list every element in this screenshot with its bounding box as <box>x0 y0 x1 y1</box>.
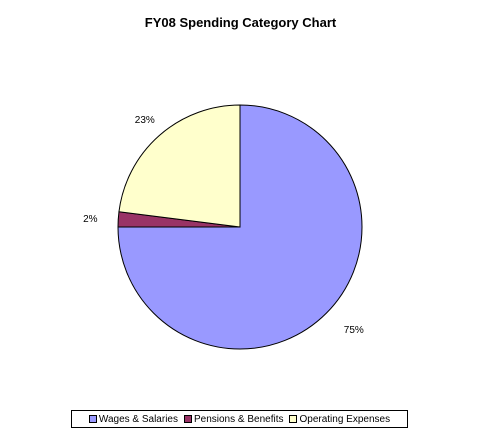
legend-swatch-wages-salaries <box>88 415 97 423</box>
chart-title: FY08 Spending Category Chart <box>144 15 337 30</box>
data-label-operating-expenses: 23% <box>135 115 155 126</box>
legend-label-wages-salaries: Wages & Salaries <box>98 413 178 425</box>
legend-swatch-operating-expenses <box>289 415 298 423</box>
pie-slice-operating-expenses <box>118 104 241 228</box>
legend-label-pensions-benefits: Pensions & Benefits <box>193 413 284 425</box>
legend-label-operating-expenses: Operating Expenses <box>299 413 391 425</box>
legend-swatch-pensions-benefits <box>183 415 192 423</box>
legend-item-operating-expenses: Operating Expenses <box>289 414 390 425</box>
data-label-wages-salaries: 75% <box>344 325 364 336</box>
legend-item-pensions-benefits: Pensions & Benefits <box>183 413 284 425</box>
legend: Wages & Salaries Pensions & Benefits Ope… <box>71 410 408 428</box>
legend-item-wages-salaries: Wages & Salaries <box>88 413 178 425</box>
data-label-pensions-benefits: 2% <box>83 214 98 225</box>
